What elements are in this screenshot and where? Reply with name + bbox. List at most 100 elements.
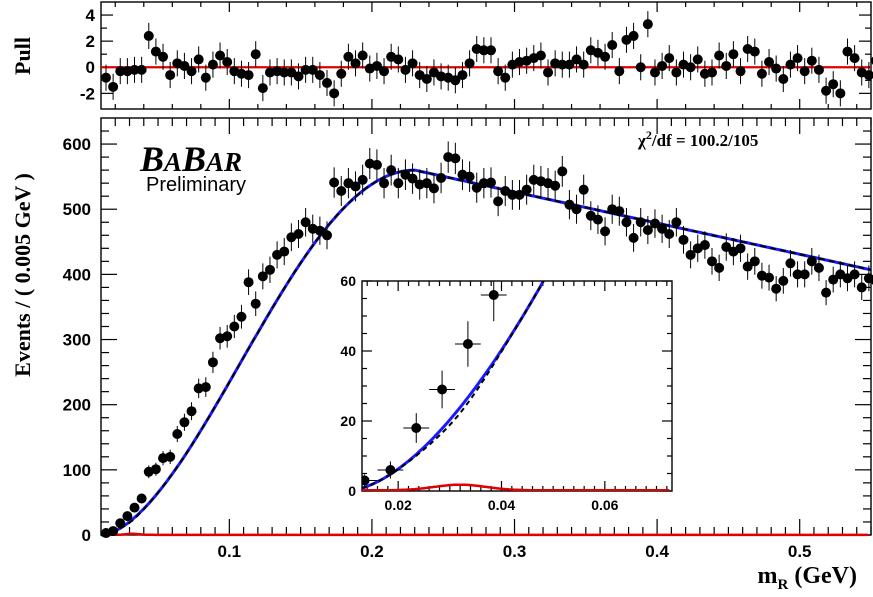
pull-marker	[614, 66, 625, 77]
pull-point	[108, 73, 119, 100]
pull-ytick-label: 0	[86, 58, 95, 77]
data-point	[329, 167, 340, 198]
pull-point	[336, 60, 347, 87]
pull-marker	[685, 62, 696, 73]
data-marker	[450, 153, 461, 164]
pull-marker	[136, 64, 147, 75]
inset-marker	[385, 465, 396, 475]
pull-point	[314, 62, 325, 89]
data-marker	[821, 287, 832, 298]
data-marker	[856, 282, 867, 293]
data-point	[557, 156, 568, 187]
pull-marker	[828, 79, 839, 90]
data-point	[407, 163, 418, 194]
pull-point	[421, 65, 432, 93]
pull-point	[179, 52, 190, 79]
pull-marker	[179, 60, 190, 71]
data-point	[371, 149, 382, 181]
data-marker	[806, 256, 817, 267]
data-marker	[671, 217, 682, 228]
inset-data-point	[455, 321, 481, 367]
data-point	[186, 402, 197, 421]
data-point	[749, 247, 760, 275]
data-point	[571, 194, 582, 224]
pull-marker	[771, 63, 782, 74]
data-marker	[578, 184, 589, 195]
pull-point	[371, 52, 382, 79]
data-marker	[236, 311, 247, 322]
pull-point	[799, 58, 810, 85]
pull-marker	[764, 57, 775, 68]
data-marker	[300, 217, 311, 228]
pull-marker	[870, 56, 873, 65]
data-point	[122, 511, 133, 522]
pull-marker	[215, 50, 226, 61]
data-point	[222, 324, 233, 348]
pull-point	[165, 62, 176, 89]
pull-marker	[250, 49, 261, 60]
pull-marker	[564, 59, 575, 70]
pull-point	[564, 51, 575, 78]
data-point	[300, 207, 311, 237]
pull-point	[778, 65, 789, 93]
data-point	[471, 172, 482, 203]
pull-marker	[343, 51, 354, 62]
pull-point	[707, 59, 718, 86]
data-point	[136, 493, 147, 504]
data-marker	[393, 178, 404, 189]
pull-marker	[835, 88, 846, 99]
pull-marker	[664, 53, 675, 64]
pull-point	[136, 56, 147, 83]
pull-point	[764, 48, 775, 76]
data-marker	[207, 357, 218, 368]
data-point	[664, 219, 675, 248]
data-marker	[592, 214, 603, 225]
pull-marker	[707, 67, 718, 78]
data-marker	[792, 269, 803, 280]
data-marker	[129, 502, 140, 513]
pull-marker	[821, 85, 832, 96]
data-marker	[699, 240, 710, 251]
data-marker	[642, 225, 653, 236]
data-point	[115, 518, 126, 529]
inset-xtick-label: 0.02	[385, 497, 412, 513]
data-point	[428, 173, 439, 204]
pull-marker	[115, 66, 126, 77]
data-marker	[336, 185, 347, 196]
main-xtick-label: 0.2	[360, 542, 384, 561]
pull-point	[286, 59, 297, 86]
pull-marker	[279, 67, 290, 78]
pull-point	[749, 38, 760, 65]
main-ytick-label: 0	[82, 526, 91, 545]
pull-marker	[578, 59, 589, 70]
pull-marker	[407, 58, 418, 69]
data-marker	[571, 204, 582, 215]
data-marker	[485, 177, 496, 188]
preliminary-label: Preliminary	[146, 174, 246, 196]
pull-marker	[735, 66, 746, 77]
pull-point	[457, 62, 468, 89]
pull-point	[343, 43, 354, 70]
pull-marker	[293, 71, 304, 82]
svg-text:BABAR: BABAR	[139, 139, 242, 179]
pull-marker	[671, 67, 682, 78]
data-point	[842, 265, 853, 292]
pull-point	[721, 52, 732, 79]
pull-marker	[150, 46, 161, 57]
inset-data-point	[403, 413, 430, 443]
data-marker	[742, 261, 753, 272]
data-marker	[664, 228, 675, 239]
pull-point	[735, 58, 746, 85]
data-marker	[243, 277, 254, 288]
data-point	[236, 304, 247, 329]
data-point	[150, 462, 161, 476]
data-marker	[172, 429, 183, 440]
data-point	[707, 247, 718, 275]
data-point	[129, 502, 140, 513]
data-marker	[250, 298, 261, 309]
data-point	[393, 168, 404, 199]
inset-ytick-label: 0	[348, 483, 356, 499]
data-point	[450, 142, 461, 175]
pull-ytick-label: -2	[80, 84, 95, 103]
data-point	[628, 223, 639, 252]
